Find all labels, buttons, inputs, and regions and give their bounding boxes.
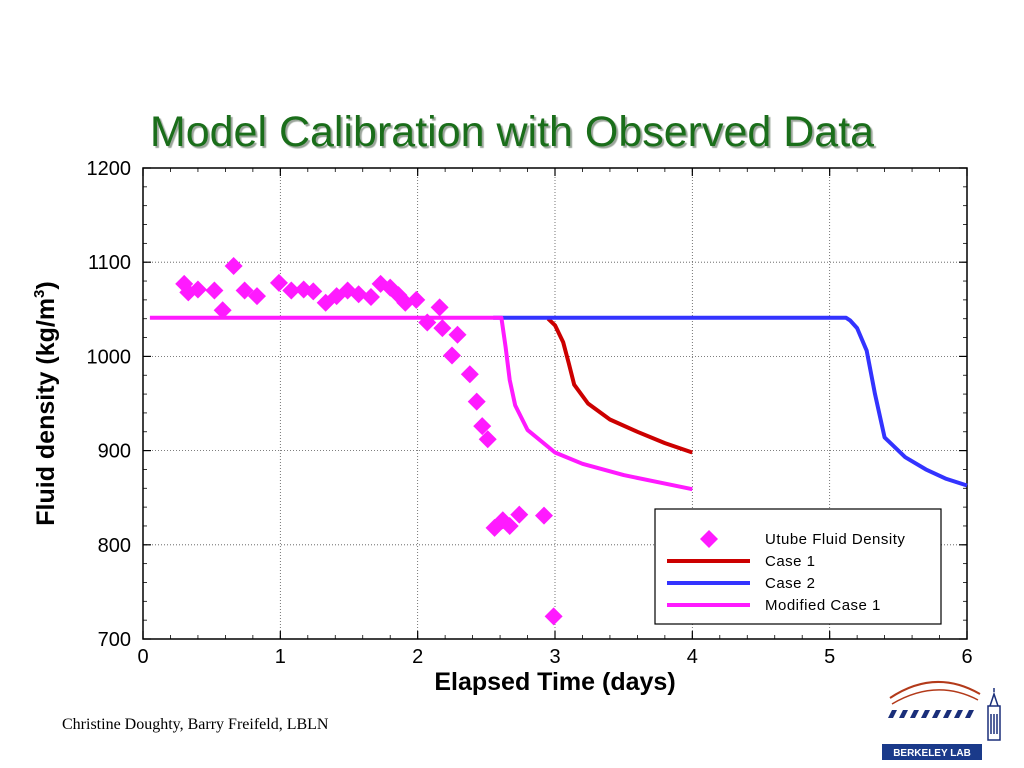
data-point-diamond	[349, 285, 368, 304]
data-point-diamond	[467, 392, 486, 411]
y-tick-label: 700	[98, 629, 131, 651]
data-point-diamond	[205, 281, 224, 300]
x-tick-label: 0	[137, 646, 148, 668]
data-point-diamond	[235, 281, 254, 300]
data-point-diamond	[247, 287, 266, 306]
legend-label: Modified Case 1	[765, 597, 881, 614]
data-point-diamond	[304, 282, 323, 301]
y-tick-label: 1200	[87, 158, 132, 180]
data-point-diamond	[544, 607, 563, 626]
data-point-diamond	[282, 281, 301, 300]
data-point-diamond	[433, 319, 452, 338]
series-layer	[149, 256, 968, 626]
slide-title: Model Calibration with Observed Data	[149, 108, 875, 156]
y-axis-title-main: Fluid density (kg/m	[32, 298, 60, 526]
legend-label: Utube Fluid Density	[765, 531, 905, 548]
x-tick-label: 3	[549, 646, 560, 668]
data-point-diamond	[269, 273, 288, 292]
series-line-case-2	[493, 315, 968, 488]
x-axis-title: Elapsed Time (days)	[434, 668, 675, 696]
data-point-diamond	[448, 325, 467, 344]
legend-label: Case 2	[765, 575, 816, 592]
density-chart: 0 1 2 3 4 5 6 700 800 900 1000 1100 1200 Elapsed Tim…	[31, 158, 973, 696]
data-point-diamond	[430, 298, 449, 317]
x-tick-label: 2	[412, 646, 423, 668]
x-tick-label: 5	[824, 646, 835, 668]
author-credits: Christine Doughty, Barry Freifeld, LBLN	[62, 716, 329, 733]
series-line-case-1	[546, 317, 693, 455]
logo-text: BERKELEY LAB	[893, 748, 971, 759]
data-point-diamond	[510, 505, 529, 524]
data-point-diamond	[213, 301, 232, 320]
y-tick-label: 1100	[88, 252, 131, 274]
data-point-diamond	[443, 346, 461, 365]
data-point-diamond	[224, 256, 243, 275]
data-point-diamond	[478, 430, 497, 449]
data-point-diamond	[500, 516, 519, 535]
data-point-diamond	[473, 417, 492, 436]
y-tick-label: 900	[98, 441, 131, 463]
x-tick-label: 1	[275, 646, 286, 668]
y-tick-label: 800	[98, 535, 131, 557]
data-point-diamond	[188, 280, 207, 299]
data-point-diamond	[418, 313, 437, 332]
data-point-diamond	[535, 506, 554, 525]
y-axis-title-superscript: 3	[31, 290, 48, 298]
x-tick-label: 4	[687, 646, 698, 668]
y-axis-title-close: )	[32, 281, 60, 289]
tick-layer: 0 1 2 3 4 5 6 700 800 900 1000 1100 1200	[87, 158, 973, 668]
y-axis-title: Fluid density (kg/m3)	[31, 281, 60, 525]
data-point-diamond	[361, 288, 380, 307]
berkeley-lab-logo: BERKELEY LAB	[882, 680, 1001, 760]
chart-legend: Utube Fluid Density Case 1 Case 2 Modified …	[654, 508, 942, 625]
legend-swatch-diamond	[700, 530, 718, 548]
data-point-diamond	[460, 365, 479, 384]
legend-label: Case 1	[765, 553, 816, 570]
x-tick-label: 6	[961, 646, 972, 668]
series-line-modified-case-1	[149, 315, 693, 492]
data-point-diamond	[407, 290, 426, 309]
y-tick-label: 1000	[87, 346, 132, 368]
